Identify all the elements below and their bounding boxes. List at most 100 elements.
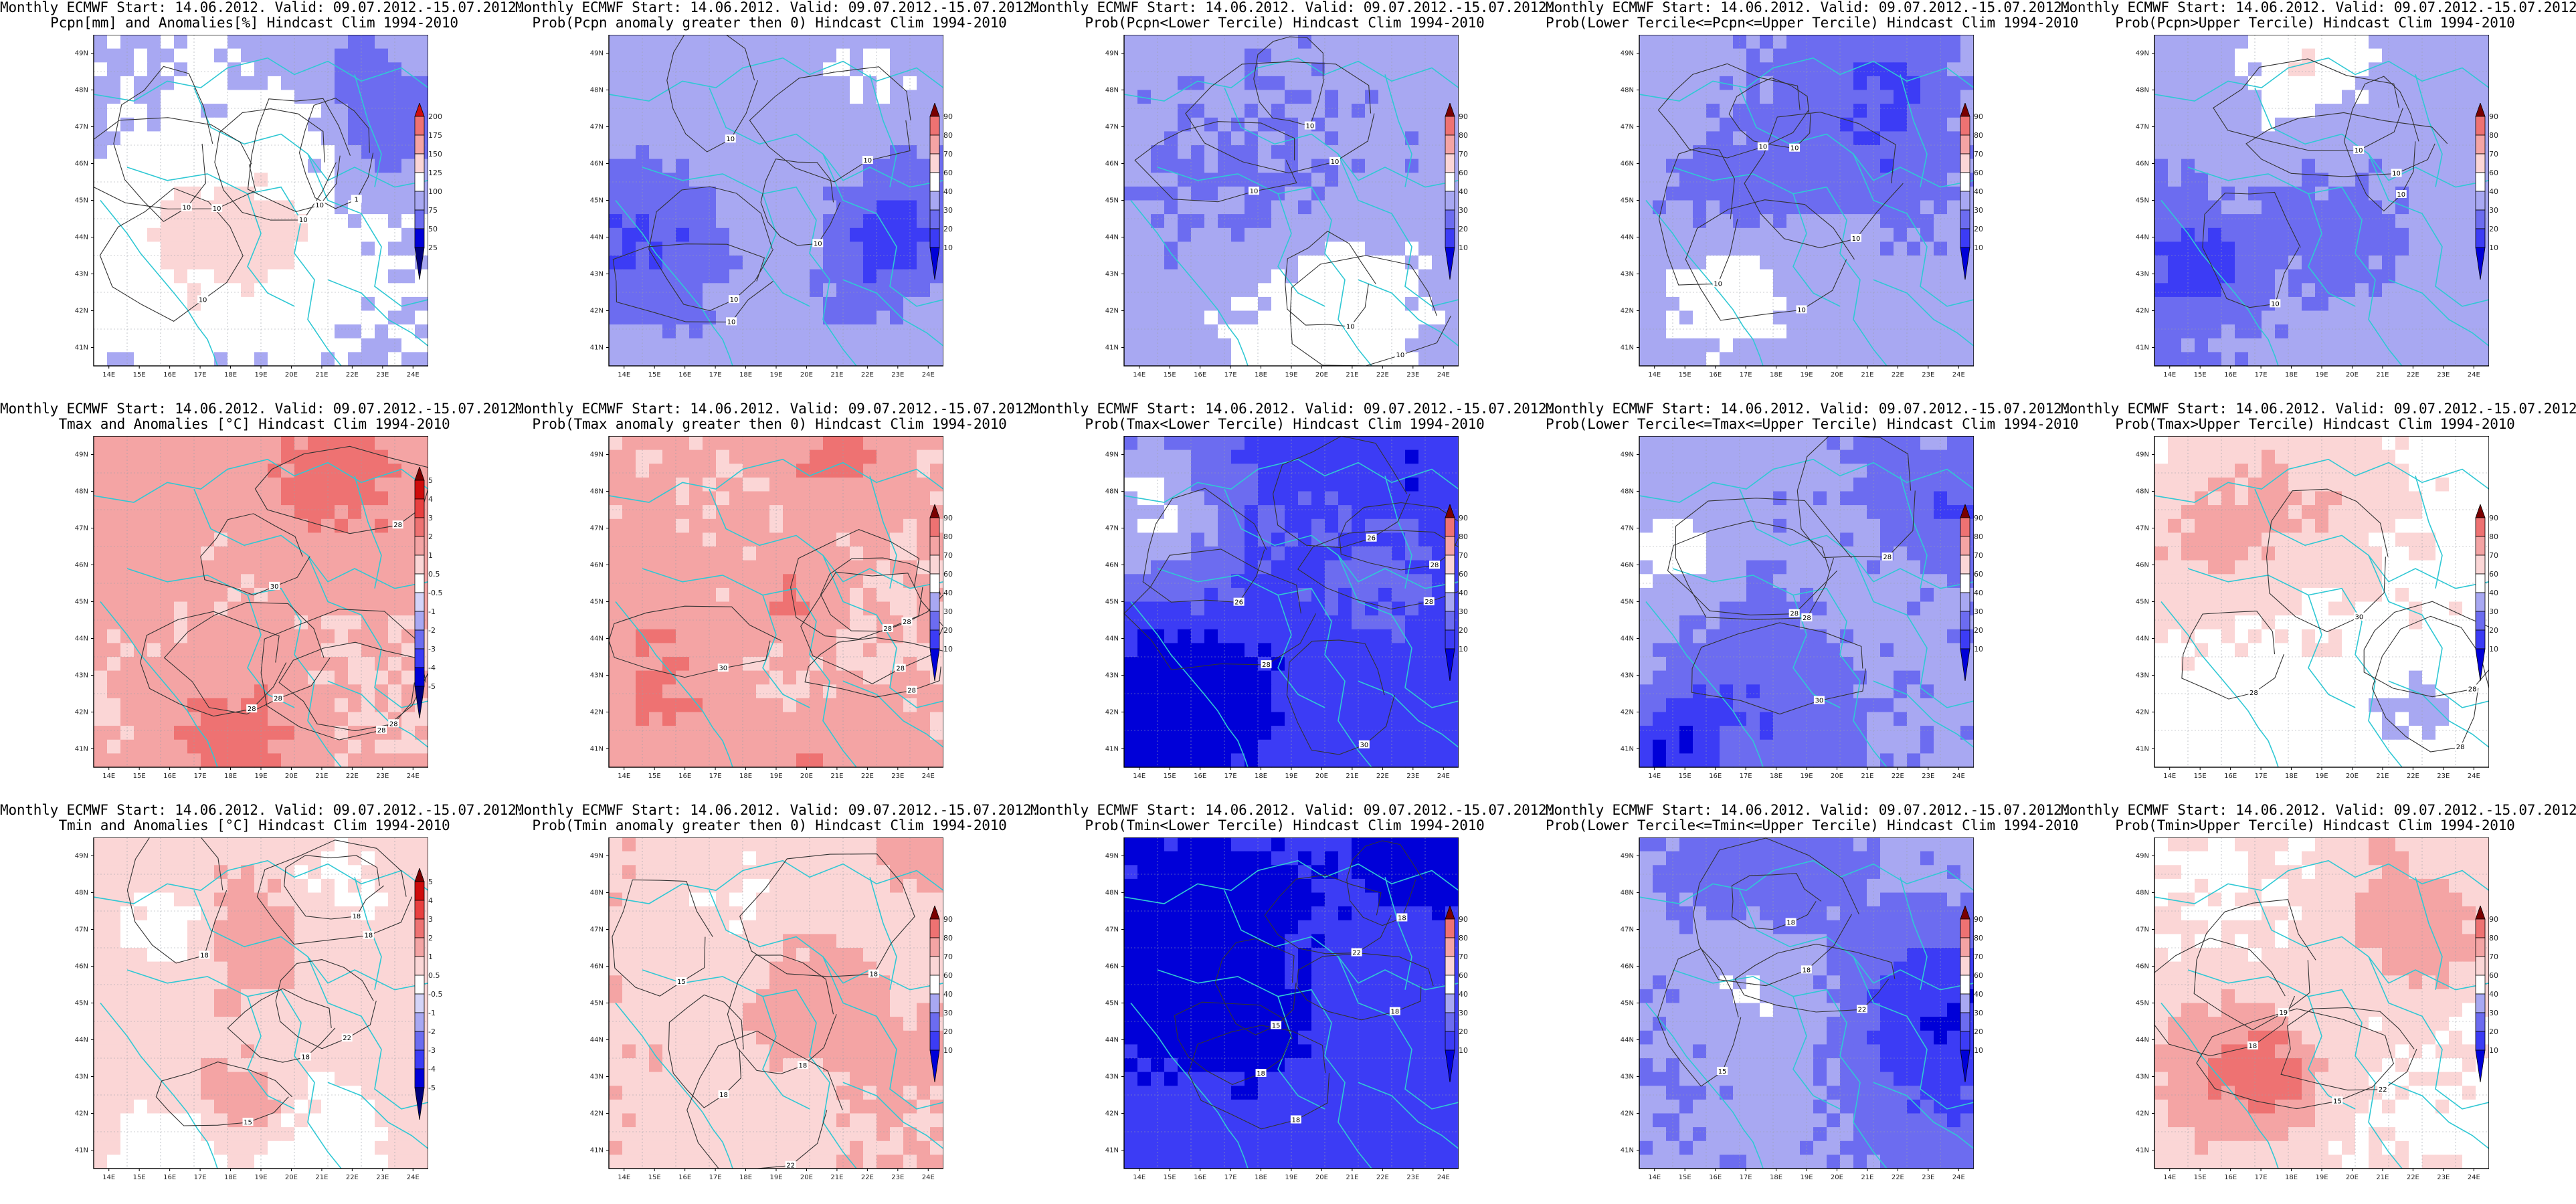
lat-label: 48N xyxy=(590,87,604,94)
lon-label: 21E xyxy=(830,1174,843,1181)
colorbar-label: 1 xyxy=(428,551,433,560)
contour-label: 10 xyxy=(213,205,221,213)
lon-label: 17E xyxy=(709,773,722,780)
graticule xyxy=(609,436,943,767)
lon-label: 15E xyxy=(1679,773,1691,780)
colorbar-label: 40 xyxy=(2489,187,2498,196)
lon-label: 19E xyxy=(254,773,267,780)
contour-label: 30 xyxy=(1360,742,1368,749)
graticule xyxy=(2154,837,2489,1169)
colorbar-swatch xyxy=(929,611,940,630)
contour-label: 18 xyxy=(353,913,361,920)
lon-label: 14E xyxy=(102,773,115,780)
contour-label: 28 xyxy=(248,706,256,713)
colorbar-label: 10 xyxy=(2489,645,2498,654)
panel-subtitle: Prob(Pcpn<Lower Tercile) Hindcast Clim 1… xyxy=(1085,15,1485,31)
colorbar-swatch xyxy=(929,209,940,229)
colorbar-label: 40 xyxy=(943,187,953,196)
contour-label: 18 xyxy=(1390,1009,1399,1016)
lat-label: 41N xyxy=(75,344,88,352)
colorbar-label: -3 xyxy=(428,1046,436,1055)
panel-title: Monthly ECMWF Start: 14.06.2012. Valid: … xyxy=(0,0,525,31)
lat-label: 41N xyxy=(1105,344,1119,352)
lon-label: 16E xyxy=(1194,371,1206,379)
colorbar-label: -0.5 xyxy=(428,990,442,999)
colorbar-label: 70 xyxy=(1459,150,1468,159)
coastlines-borders xyxy=(608,860,943,1169)
contour-label: 10 xyxy=(726,136,735,143)
lon-label: 18E xyxy=(1255,371,1267,379)
colorbar-swatch xyxy=(929,937,940,957)
colorbar-swatch xyxy=(2475,191,2486,210)
colorbar-swatch xyxy=(929,191,940,210)
lat-label: 41N xyxy=(75,1147,88,1155)
colorbar-swatch xyxy=(1445,191,1455,210)
lon-label: 15E xyxy=(648,371,661,379)
lon-label: 24E xyxy=(1952,1174,1965,1181)
contour-label: 18 xyxy=(869,971,878,979)
panel-header: Monthly ECMWF Start: 14.06.2012. Valid: … xyxy=(1030,802,1555,818)
lon-label: 17E xyxy=(1224,1174,1237,1181)
colorbar-swatch xyxy=(1960,209,1970,229)
contour-label: 22 xyxy=(1858,1006,1867,1013)
coastlines-borders xyxy=(1123,57,1459,367)
lat-label: 47N xyxy=(2136,525,2149,532)
colorbar-label: 90 xyxy=(1459,915,1468,924)
colorbar-swatch xyxy=(2475,209,2486,229)
panel-title: Monthly ECMWF Start: 14.06.2012. Valid: … xyxy=(1030,802,1555,833)
colorbar-label: 60 xyxy=(1974,169,1983,177)
colorbar-swatch xyxy=(414,1012,425,1031)
lat-label: 44N xyxy=(590,234,604,241)
lat-label: 46N xyxy=(1105,963,1119,971)
lat-label: 43N xyxy=(75,1074,88,1081)
panel-title: Monthly ECMWF Start: 14.06.2012. Valid: … xyxy=(515,401,1040,432)
lon-label: 15E xyxy=(2194,371,2207,379)
contour-label: 28 xyxy=(389,720,398,728)
lat-label: 45N xyxy=(590,599,604,606)
colorbar-cap xyxy=(1960,504,1970,518)
colorbar-swatch xyxy=(414,881,425,900)
colorbar-swatch xyxy=(1445,153,1455,173)
colorbar-label: 3 xyxy=(428,915,433,924)
colorbar-label: 60 xyxy=(1974,971,1983,980)
lon-label: 24E xyxy=(407,1174,420,1181)
lat-label: 49N xyxy=(590,50,604,58)
panel-subtitle: Prob(Tmax>Upper Tercile) Hindcast Clim 1… xyxy=(2115,416,2515,432)
lat-label: 47N xyxy=(1105,926,1119,934)
colorbar-swatch xyxy=(414,648,425,668)
lat-label: 43N xyxy=(75,672,88,680)
lon-label: 14E xyxy=(618,371,630,379)
colorbar-swatch xyxy=(929,134,940,154)
colorbar-cap xyxy=(1445,247,1455,280)
lon-label: 22E xyxy=(346,371,359,379)
lon-label: 23E xyxy=(891,371,904,379)
colorbar-label: 20 xyxy=(943,225,953,233)
lon-label: 15E xyxy=(1679,1174,1691,1181)
contour-label: 28 xyxy=(1431,562,1439,569)
map-plot: 28 28 26 26 28 30 49N 48N 47N 46N 45N 44N 43N 42N 41N 1… xyxy=(1105,436,1459,780)
colorbar-swatch xyxy=(929,517,940,536)
graticule xyxy=(1639,436,1974,767)
colorbar-label: 60 xyxy=(943,570,953,579)
lon-label: 23E xyxy=(1922,1174,1934,1181)
lat-label: 47N xyxy=(1621,525,1634,532)
colorbar-label: -4 xyxy=(428,1065,436,1074)
contour-label: 10 xyxy=(199,296,207,304)
colorbar-label: 90 xyxy=(943,915,953,924)
contour-label: 22 xyxy=(343,1035,351,1042)
colorbar-label: -5 xyxy=(428,682,436,691)
coastlines-borders xyxy=(2154,57,2489,367)
colorbar-swatch xyxy=(1445,975,1455,994)
colorbar-label: 70 xyxy=(1974,150,1983,159)
colorbar-swatch xyxy=(1445,573,1455,593)
lat-label: 47N xyxy=(1621,926,1634,934)
colorbar-swatch xyxy=(2475,116,2486,135)
lon-label: 20E xyxy=(1831,1174,1843,1181)
lat-label: 44N xyxy=(2136,635,2149,643)
colorbar-label: 40 xyxy=(2489,589,2498,597)
map-plot: 28 28 28 30 49N 48N 47N 46N 45N 44N 43N 42N 41N 14E 15… xyxy=(2136,436,2489,780)
lon-label: 19E xyxy=(1800,773,1813,780)
lat-label: 49N xyxy=(1105,452,1119,459)
panel-subtitle: Prob(Tmax<Lower Tercile) Hindcast Clim 1… xyxy=(1085,416,1485,432)
lat-label: 43N xyxy=(2136,271,2149,278)
